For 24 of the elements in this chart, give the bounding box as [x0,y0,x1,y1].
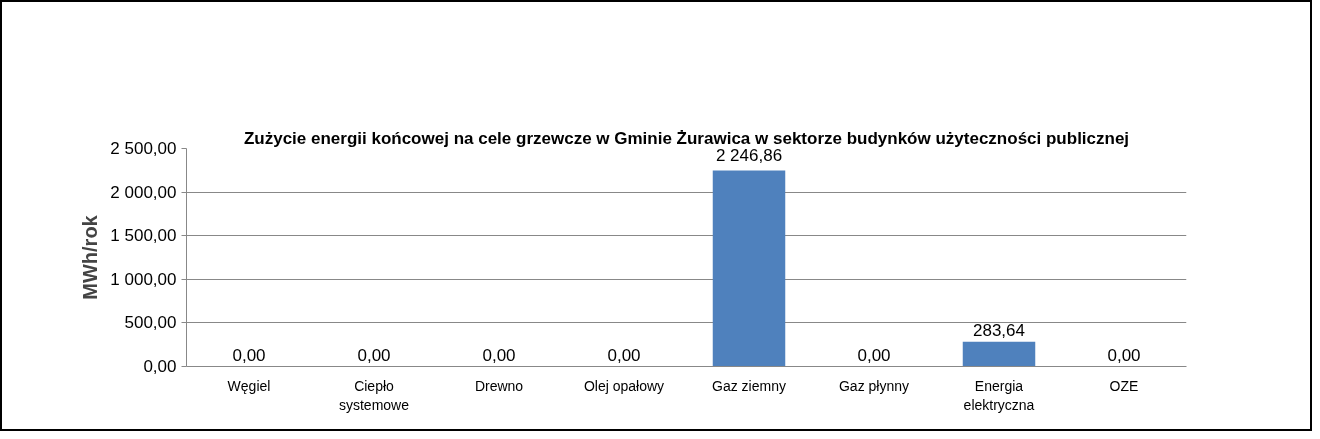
data-label: 2 246,86 [715,145,783,165]
y-tick-label: 2 000,00 [110,182,177,202]
x-tick-label: Gaz płynny [838,377,910,394]
x-tick-label: Drewno [474,377,524,394]
x-tick-label: Gaz ziemny [712,377,786,394]
y-axis-title: MWh/rok [79,214,102,300]
data-label: 0,00 [1107,345,1141,365]
x-tick-label: Energia elektryczna [963,377,1035,413]
x-tick-label: Ciepło systemowe [338,377,410,413]
data-label: 0,00 [857,345,891,365]
chart-title: Zużycie energii końcowej na cele grzewcze w Gminie Żurawica w sektorze budynków użyteczności publicznej [243,128,1130,148]
data-label: 0,00 [482,345,516,365]
y-tick-label: 1 000,00 [110,269,177,289]
data-label: 0,00 [232,345,266,365]
data-label: 0,00 [607,345,641,365]
y-tick-label: 2 500,00 [110,139,177,158]
y-tick-label: 0,00 [143,357,177,376]
y-tick-label: 500,00 [124,313,177,333]
x-tick-label: Olej opałowy [583,377,665,394]
x-tick-label: OZE [1109,377,1139,394]
y-tick-label: 1 500,00 [110,226,177,246]
data-label: 0,00 [357,345,391,365]
data-label: 283,64 [973,320,1025,340]
x-tick-label: Węgiel [227,377,271,394]
